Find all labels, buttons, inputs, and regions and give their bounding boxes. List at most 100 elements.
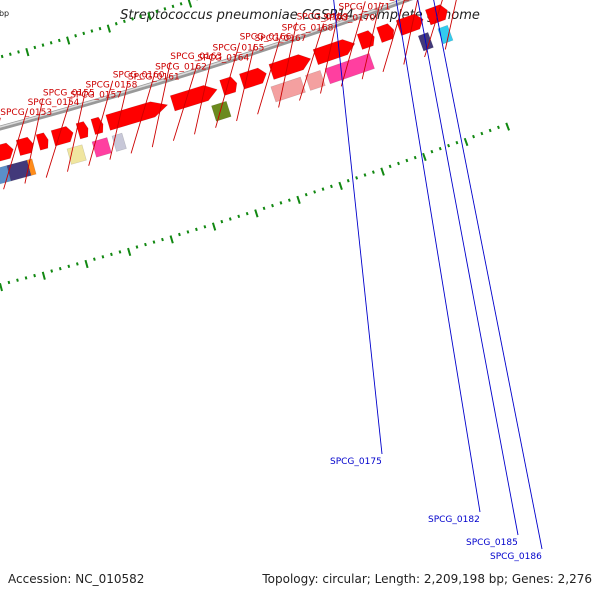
outer-tick bbox=[488, 128, 492, 133]
reverse-leader-line bbox=[433, 0, 543, 550]
forward-leader-line bbox=[236, 43, 256, 122]
colored-gene bbox=[304, 70, 326, 91]
inner-tick bbox=[74, 34, 77, 38]
forward-gene-label: SPCG_0173 bbox=[380, 0, 432, 2]
outer-tick bbox=[279, 201, 283, 205]
forward-leader-line bbox=[130, 72, 156, 154]
outer-tick bbox=[313, 190, 317, 194]
outer-tick bbox=[101, 255, 105, 259]
reverse-leader-line bbox=[333, 0, 383, 455]
forward-leader-line bbox=[45, 100, 71, 178]
forward-leader-line bbox=[320, 12, 339, 94]
outer-tick bbox=[397, 161, 400, 166]
colored-gene bbox=[270, 76, 306, 103]
reverse-leader-line bbox=[417, 0, 519, 536]
inner-tick bbox=[49, 41, 53, 45]
outer-tick bbox=[93, 257, 96, 261]
outer-tick bbox=[422, 152, 427, 162]
inner-tick bbox=[57, 38, 61, 43]
forward-gene-label: SPCG_0166 bbox=[240, 33, 292, 43]
forward-leader-line bbox=[24, 98, 44, 184]
forward-gene-label: SPCG_0157 bbox=[70, 91, 122, 101]
outer-tick bbox=[304, 192, 308, 197]
outer-tick bbox=[287, 198, 291, 202]
outer-tick bbox=[455, 140, 459, 145]
inner-tick bbox=[139, 14, 143, 19]
accession-text: Accession: NC_010582 bbox=[8, 572, 145, 586]
forward-gene-label: SPCG_0163 bbox=[170, 52, 222, 62]
inner-tick bbox=[41, 43, 45, 47]
colored-gene bbox=[111, 132, 127, 152]
outer-tick bbox=[271, 203, 274, 208]
forward-gene bbox=[268, 54, 312, 80]
forward-leader-line bbox=[151, 62, 171, 148]
inner-tick bbox=[155, 9, 159, 14]
forward-gene-label: SPCG_0164 bbox=[197, 54, 249, 64]
inner-tick bbox=[17, 50, 20, 54]
colored-gene bbox=[211, 100, 232, 122]
forward-gene bbox=[376, 23, 395, 43]
forward-leader-line bbox=[172, 63, 198, 141]
forward-leader-line bbox=[257, 33, 283, 115]
colored-gene bbox=[324, 53, 375, 85]
forward-gene-label: SPCG_0160 bbox=[113, 71, 165, 81]
outer-tick bbox=[186, 230, 190, 234]
forward-gene-label: SPCG_0155 bbox=[43, 89, 95, 99]
inner-tick bbox=[163, 7, 167, 11]
outer-tick bbox=[127, 247, 132, 257]
inner-tick bbox=[25, 47, 30, 57]
outer-tick bbox=[505, 122, 510, 131]
outer-tick bbox=[24, 276, 28, 280]
outer-tick bbox=[169, 235, 174, 244]
forward-gene bbox=[50, 126, 74, 147]
forward-leader-line bbox=[3, 108, 29, 190]
forward-leader-line bbox=[444, 0, 457, 50]
outer-tick bbox=[211, 222, 217, 231]
outer-tick bbox=[110, 252, 113, 257]
outer-tick bbox=[228, 217, 232, 221]
outer-tick bbox=[463, 137, 469, 147]
inner-tick bbox=[33, 45, 37, 50]
outer-tick bbox=[447, 143, 451, 148]
inner-tick bbox=[82, 31, 86, 36]
forward-leader-line bbox=[194, 53, 213, 135]
outer-tick bbox=[388, 164, 392, 169]
outer-tick bbox=[67, 264, 71, 269]
outer-tick bbox=[330, 184, 333, 189]
forward-gene-label: SPCG_0171 bbox=[339, 3, 391, 13]
outer-tick bbox=[430, 149, 434, 154]
outer-tick bbox=[380, 167, 385, 176]
reverse-gene-label: SPCG_0185 bbox=[466, 538, 518, 548]
outer-tick bbox=[152, 240, 156, 244]
forward-leader-line bbox=[403, 0, 418, 65]
colored-gene bbox=[91, 137, 112, 158]
inner-tick bbox=[90, 29, 94, 33]
forward-leader-line bbox=[340, 1, 366, 87]
outer-tick bbox=[135, 245, 139, 249]
inner-tick bbox=[187, 0, 193, 8]
outer-tick bbox=[144, 242, 147, 247]
outer-tick bbox=[178, 232, 181, 237]
outer-tick bbox=[355, 176, 359, 180]
inner-tick bbox=[106, 24, 111, 33]
inner-tick bbox=[0, 54, 4, 59]
outer-tick bbox=[161, 237, 164, 242]
forward-gene-label: SPCG_0169 bbox=[297, 13, 349, 23]
forward-leader-line bbox=[278, 22, 298, 108]
forward-gene bbox=[395, 13, 424, 36]
outer-tick bbox=[405, 158, 409, 163]
inner-tick bbox=[98, 26, 102, 31]
inner-tick bbox=[66, 36, 71, 45]
outer-tick bbox=[346, 178, 350, 183]
forward-gene-label: SPCG_0170 bbox=[324, 14, 376, 24]
outer-tick bbox=[237, 214, 241, 219]
forward-gene bbox=[35, 132, 49, 151]
outer-tick bbox=[296, 195, 301, 204]
forward-gene bbox=[105, 101, 169, 131]
outer-tick bbox=[438, 146, 442, 151]
inner-tick bbox=[147, 12, 152, 21]
map-title: Streptococcus pneumoniae CGSP14, complet… bbox=[120, 8, 480, 23]
outer-tick bbox=[480, 131, 484, 136]
outer-tick bbox=[245, 211, 249, 216]
